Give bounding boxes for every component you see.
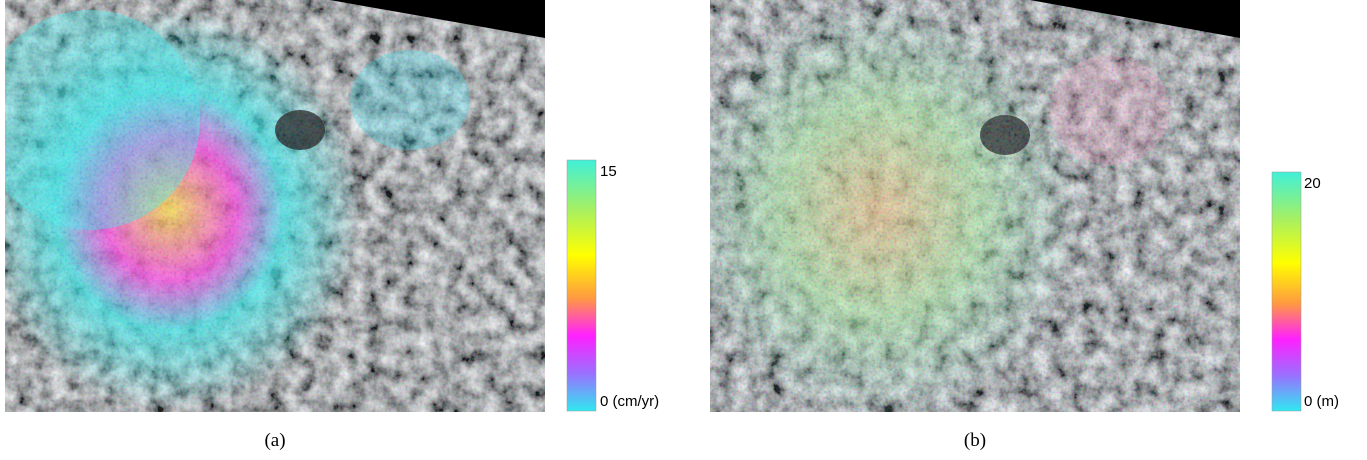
colorbar-top-label: 15 xyxy=(600,163,617,180)
caption: (b) xyxy=(964,430,986,451)
caption: (a) xyxy=(264,430,285,451)
colorbar xyxy=(1271,171,1302,412)
sar-image xyxy=(710,0,1240,412)
sar-image xyxy=(5,0,545,412)
colorbar-bottom-label: 0 (cm/yr) xyxy=(600,393,659,410)
colorbar-bottom-label: 0 (m) xyxy=(1304,393,1339,410)
colorbar-top-label: 20 xyxy=(1304,175,1321,192)
colorbar xyxy=(566,159,597,412)
